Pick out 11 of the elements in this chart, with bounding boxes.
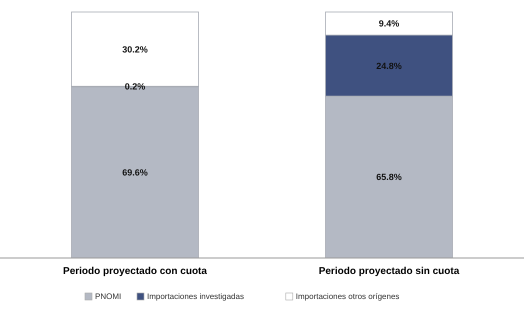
data-label: 65.8% <box>376 172 402 182</box>
data-label: 24.8% <box>376 60 402 71</box>
x-tick-label: Periodo proyectado sin cuota <box>318 266 460 277</box>
data-label: 69.6% <box>122 168 148 178</box>
x-tick-label: Periodo proyectado con cuota <box>63 266 208 277</box>
data-label: 0.2% <box>124 82 146 92</box>
legend-label: PNOMI <box>95 292 122 301</box>
data-label: 30.2% <box>122 44 148 54</box>
legend-label: Importaciones investigadas <box>147 292 244 301</box>
data-label: 9.4% <box>378 18 400 29</box>
legend-label: Importaciones otros orígenes <box>296 292 400 301</box>
